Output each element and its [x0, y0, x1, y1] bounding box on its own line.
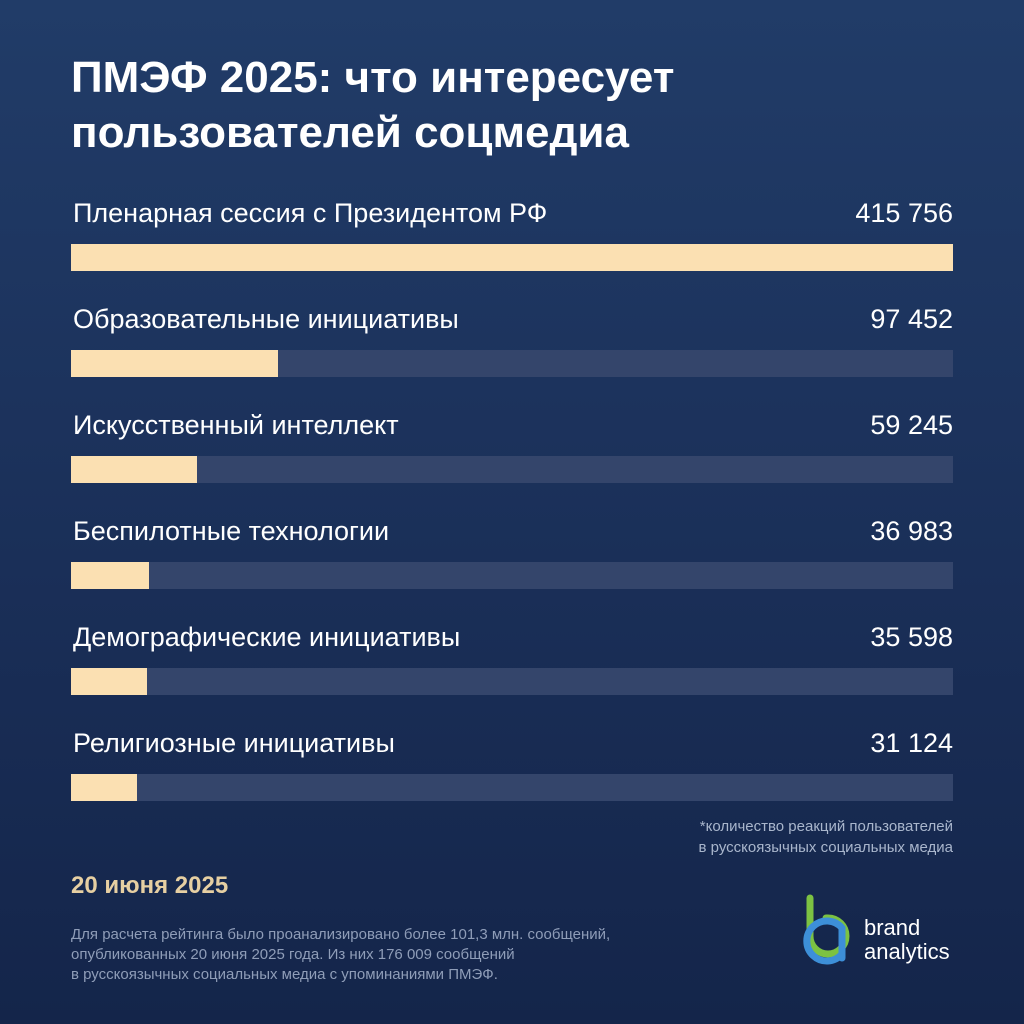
category-label: Пленарная сессия с Президентом РФ: [73, 198, 548, 228]
methodology-note: Для расчета рейтинга было проанализирова…: [71, 925, 771, 985]
bar: [71, 456, 197, 483]
chart-row: Демографические инициативы 35 598: [71, 619, 953, 725]
category-label: Демографические инициативы: [73, 622, 461, 652]
chart-row: Религиозные инициативы 31 124: [71, 725, 953, 831]
methodology-line: Для расчета рейтинга было проанализирова…: [71, 926, 611, 943]
chart-row: Беспилотные технологии 36 983: [71, 513, 953, 619]
value-label: 31 124: [870, 728, 953, 758]
category-label: Беспилотные технологии: [73, 516, 390, 546]
footnote-line: в русскоязычных социальных медиа: [698, 839, 953, 856]
page-title: ПМЭФ 2025: что интересует пользователей …: [71, 53, 675, 157]
category-label: Искусственный интеллект: [73, 410, 399, 440]
chart-row: Пленарная сессия с Президентом РФ 415 756: [71, 195, 953, 301]
brand-analytics-logo: brand analytics: [796, 892, 976, 972]
logo-text-line: brand: [864, 915, 921, 940]
logo-text-line: analytics: [864, 939, 950, 964]
value-label: 415 756: [855, 198, 953, 228]
chart-row: Образовательные инициативы 97 452: [71, 301, 953, 407]
chart-row: Искусственный интеллект 59 245: [71, 407, 953, 513]
bar-chart: Пленарная сессия с Президентом РФ 415 756…: [71, 195, 953, 831]
bar-track: [71, 562, 953, 589]
brand-analytics-logo-icon: [803, 894, 850, 965]
brand-analytics-logo-text: brand analytics: [864, 916, 950, 964]
value-label: 35 598: [870, 622, 953, 652]
category-label: Религиозные инициативы: [73, 728, 395, 758]
bar-track: [71, 456, 953, 483]
footnote: *количество реакций пользователей в русс…: [699, 816, 953, 858]
methodology-line: в русскоязычных социальных медиа с упоми…: [71, 966, 498, 983]
methodology-line: опубликованных 20 июня 2025 года. Из них…: [71, 946, 515, 963]
bar-track: [71, 350, 953, 377]
bar-track: [71, 774, 953, 801]
bar: [71, 562, 149, 589]
bar-track: [71, 244, 953, 271]
bar: [71, 668, 147, 695]
bar: [71, 350, 278, 377]
footnote-line: *количество реакций пользователей: [699, 818, 953, 835]
bar-track: [71, 668, 953, 695]
report-date: 20 июня 2025: [71, 872, 229, 899]
value-label: 97 452: [870, 304, 953, 334]
category-label: Образовательные инициативы: [73, 304, 459, 334]
bar: [71, 774, 137, 801]
bar: [71, 244, 953, 271]
value-label: 36 983: [870, 516, 953, 546]
value-label: 59 245: [870, 410, 953, 440]
